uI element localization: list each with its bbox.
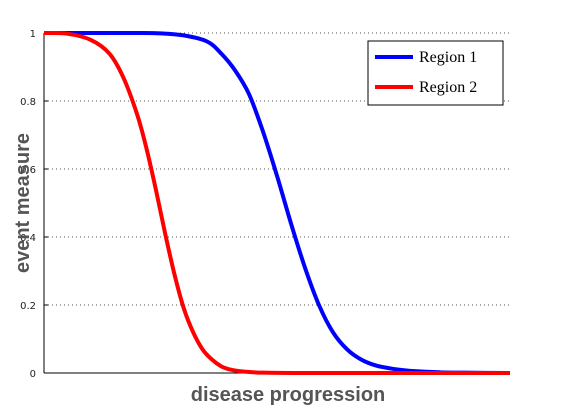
y-tick-label: 0 (30, 369, 36, 380)
legend-box (367, 40, 504, 106)
legend: Region 1 Region 2 (367, 40, 504, 106)
x-axis-label: disease progression (191, 384, 386, 406)
y-tick-label: 0.4 (20, 233, 36, 244)
series-line-region-1 (44, 30, 511, 375)
y-tick-label: 0.8 (20, 97, 36, 108)
y-tick-label: 1 (30, 29, 36, 40)
series-line-region-2 (43, 30, 510, 376)
y-tick-label: 0.6 (20, 165, 36, 176)
y-axis-label: event measure (12, 133, 34, 273)
series-lines (43, 30, 511, 376)
legend-label-region-1: Region 1 (419, 49, 477, 66)
legend-label-region-2: Region 2 (419, 79, 477, 96)
y-tick-label: 0.2 (20, 301, 36, 312)
